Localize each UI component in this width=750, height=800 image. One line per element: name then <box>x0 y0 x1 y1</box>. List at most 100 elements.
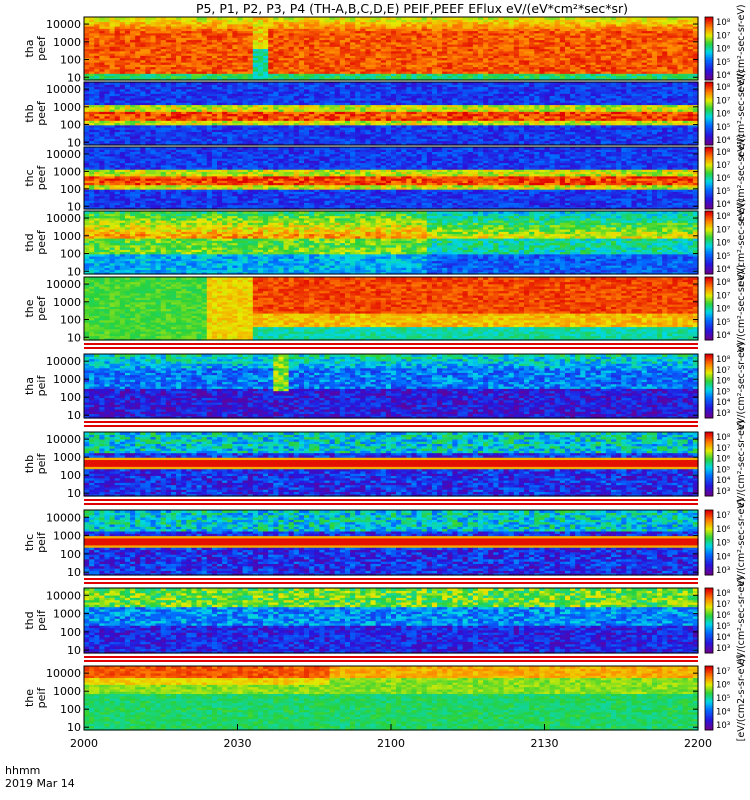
spectrogram-cell <box>452 19 459 23</box>
spectrogram-cell <box>437 32 443 36</box>
spectrogram-cell <box>385 68 392 72</box>
spectrogram-cell <box>524 68 530 72</box>
spectrogram-cell <box>529 57 535 61</box>
spectrogram-cell <box>559 41 566 45</box>
spectrogram-cell <box>293 17 300 20</box>
spectrogram-cell <box>273 50 280 54</box>
spectrogram-cell <box>293 71 300 74</box>
spectrogram-cell <box>298 64 305 68</box>
spectrogram-cell <box>493 62 500 65</box>
spectrogram-cell <box>483 19 489 23</box>
spectrogram-cell <box>442 46 448 50</box>
spectrogram-cell <box>580 26 587 29</box>
spectrogram-cell <box>309 46 315 50</box>
spectrogram-cell <box>160 77 167 81</box>
spectrogram-cell <box>611 59 617 63</box>
spectrogram-cell <box>247 68 254 72</box>
spectrogram-cell <box>605 68 612 72</box>
spectrogram-cell <box>488 39 494 43</box>
spectrogram-cell <box>375 35 382 38</box>
spectrogram-cell <box>416 21 423 25</box>
spectrogram-cell <box>360 35 367 38</box>
spectrogram-cell <box>355 44 361 47</box>
spectrogram-cell <box>319 39 326 43</box>
spectrogram-cell <box>426 48 433 52</box>
spectrogram-cell <box>503 19 510 23</box>
spectrogram-cell <box>350 17 356 20</box>
spectrogram-cell <box>150 75 157 79</box>
spectrogram-cell <box>457 21 464 25</box>
spectrogram-cell <box>457 46 464 50</box>
spectrogram-cell <box>595 77 602 81</box>
spectrogram-cell <box>114 28 121 32</box>
spectrogram-cell <box>467 64 474 68</box>
spectrogram-cell <box>590 75 597 79</box>
spectrogram-cell <box>391 57 397 61</box>
spectrogram-cell <box>585 48 592 52</box>
spectrogram-cell <box>89 62 95 65</box>
spectrogram-cell <box>298 39 305 43</box>
spectrogram-cell <box>196 28 203 32</box>
spectrogram-cell <box>498 77 505 81</box>
spectrogram-cell <box>559 19 566 23</box>
spectrogram-cell <box>350 53 356 56</box>
spectrogram-cell <box>211 68 218 72</box>
spectrogram-cell <box>309 44 315 47</box>
spectrogram-cell <box>391 46 397 50</box>
spectrogram-cell <box>298 55 305 59</box>
spectrogram-cell <box>570 21 576 25</box>
spectrogram-cell <box>380 75 387 79</box>
spectrogram-cell <box>544 28 551 32</box>
spectrogram-cell <box>339 19 346 23</box>
spectrogram-cell <box>355 32 361 36</box>
spectrogram-cell <box>534 26 540 29</box>
spectrogram-cell <box>350 28 356 32</box>
spectrogram-cell <box>529 62 535 65</box>
spectrogram-cell <box>94 23 100 27</box>
spectrogram-cell <box>472 17 479 20</box>
spectrogram-cell <box>319 59 326 63</box>
spectrogram-cell <box>483 48 489 52</box>
spectrogram-cell <box>595 75 602 79</box>
spectrogram-cell <box>391 55 397 59</box>
spectrogram-cell <box>406 19 413 23</box>
spectrogram-cell <box>130 73 136 77</box>
spectrogram-cell <box>391 39 397 43</box>
spectrogram-cell <box>585 23 592 27</box>
spectrogram-cell <box>278 17 285 20</box>
spectrogram-cell <box>534 28 540 32</box>
spectrogram-cell <box>206 59 213 63</box>
spectrogram-cell <box>396 21 402 25</box>
spectrogram-cell <box>247 26 254 29</box>
spectrogram-cell <box>391 28 397 32</box>
spectrogram-cell <box>298 77 305 81</box>
spectrogram-cell <box>529 21 535 25</box>
spectrogram-cell <box>119 77 126 81</box>
spectrogram-cell <box>329 73 336 77</box>
spectrogram-cell <box>508 41 515 45</box>
spectrogram-cell <box>252 50 259 54</box>
spectrogram-cell <box>467 48 474 52</box>
spectrogram-cell <box>314 39 320 43</box>
spectrogram-cell <box>339 26 346 29</box>
spectrogram-cell <box>247 77 254 81</box>
spectrogram-cell <box>160 21 167 25</box>
spectrogram-cell <box>94 77 100 81</box>
spectrogram-cell <box>304 19 310 23</box>
spectrogram-cell <box>263 66 269 70</box>
spectrogram-cell <box>211 71 218 74</box>
spectrogram-cell <box>355 26 361 29</box>
spectrogram-cell <box>585 77 592 81</box>
spectrogram-cell <box>411 77 418 81</box>
spectrogram-cell <box>206 55 213 59</box>
spectrogram-cell <box>273 30 280 34</box>
spectrogram-cell <box>191 35 198 38</box>
spectrogram-cell <box>370 62 377 65</box>
spectrogram-cell <box>201 39 208 43</box>
spectrogram-cell <box>360 59 367 63</box>
spectrogram-cell <box>360 37 367 41</box>
spectrogram-cell <box>385 39 392 43</box>
spectrogram-cell <box>585 41 592 45</box>
spectrogram-cell <box>396 32 402 36</box>
spectrogram-cell <box>181 73 187 77</box>
